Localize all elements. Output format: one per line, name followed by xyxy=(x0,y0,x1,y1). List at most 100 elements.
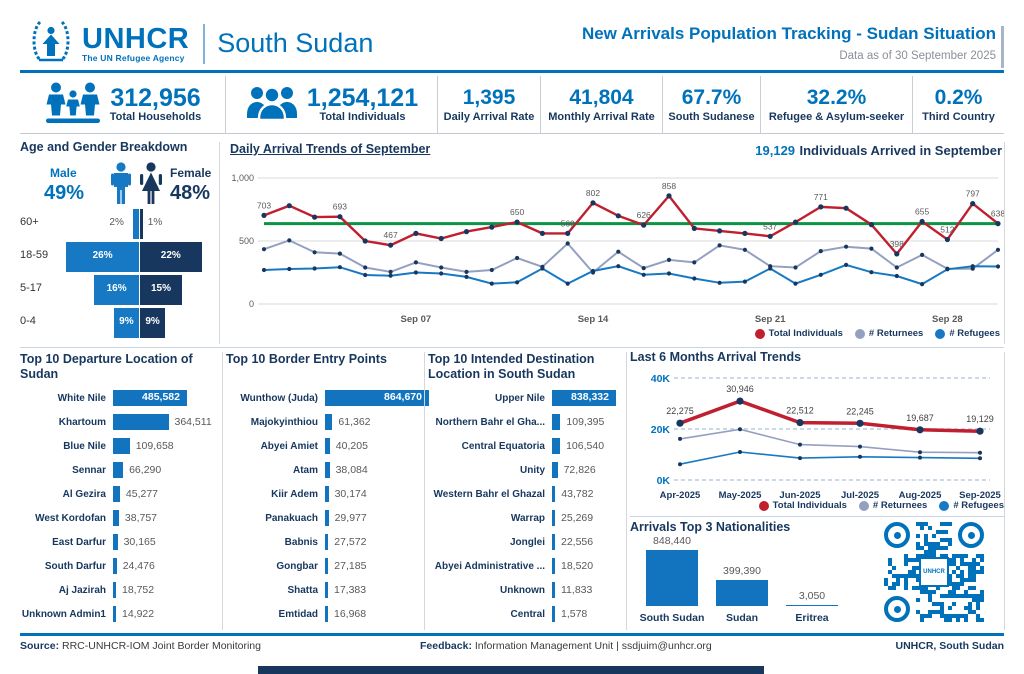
daily-trends-chart[interactable]: 1,000 500 0 Sep 07 Sep 14 Sep 21 Sep 28 703 693 4… xyxy=(224,164,1004,326)
male-bar[interactable]: 16% xyxy=(94,275,139,305)
data-point[interactable] xyxy=(312,266,317,271)
series-line[interactable] xyxy=(263,239,999,274)
data-point[interactable] xyxy=(869,246,874,251)
data-point[interactable] xyxy=(920,252,925,257)
data-point[interactable] xyxy=(312,214,318,220)
data-point[interactable] xyxy=(742,279,748,284)
data-point[interactable] xyxy=(464,269,469,274)
data-point[interactable] xyxy=(413,230,419,236)
data-point[interactable] xyxy=(894,273,899,279)
bar[interactable] xyxy=(552,438,561,454)
data-point[interactable] xyxy=(565,241,570,246)
data-point[interactable] xyxy=(388,242,394,248)
data-point[interactable] xyxy=(439,271,444,276)
bar[interactable]: 864,670 xyxy=(325,390,429,406)
data-point[interactable] xyxy=(894,251,900,257)
data-point[interactable] xyxy=(995,247,1001,252)
data-point[interactable] xyxy=(666,193,672,199)
data-point[interactable] xyxy=(918,450,922,455)
data-point[interactable] xyxy=(894,265,899,270)
data-point[interactable] xyxy=(539,230,545,236)
legend-item-total-individuals[interactable]: Total Individuals xyxy=(754,328,843,339)
series-line[interactable] xyxy=(263,263,999,286)
data-point[interactable] xyxy=(738,427,742,432)
series-line[interactable] xyxy=(679,451,981,465)
legend-item--refugees[interactable]: # Refugees xyxy=(939,500,1004,511)
data-point[interactable] xyxy=(717,243,722,248)
data-point[interactable] xyxy=(920,282,925,287)
data-point[interactable] xyxy=(738,450,742,454)
bar[interactable] xyxy=(325,462,330,478)
data-point[interactable] xyxy=(970,264,975,269)
data-point[interactable] xyxy=(565,281,570,286)
data-point[interactable] xyxy=(798,442,802,447)
bar[interactable]: 838,332 xyxy=(552,390,616,406)
legend-item-total-individuals[interactable]: Total Individuals xyxy=(758,500,847,511)
nationality-bar-south-sudan[interactable] xyxy=(646,550,698,606)
bar[interactable] xyxy=(552,534,555,550)
male-bar[interactable] xyxy=(133,209,139,239)
nationality-bar-sudan[interactable] xyxy=(716,579,768,606)
bar[interactable] xyxy=(552,582,555,598)
data-point[interactable] xyxy=(793,281,798,286)
bar[interactable] xyxy=(552,414,561,430)
data-point[interactable] xyxy=(742,230,748,236)
bar[interactable] xyxy=(552,462,558,478)
data-point[interactable] xyxy=(970,201,976,207)
data-point[interactable] xyxy=(337,251,342,256)
series-line[interactable] xyxy=(263,194,999,256)
data-point[interactable] xyxy=(312,250,317,255)
data-point[interactable] xyxy=(616,249,621,254)
data-point[interactable] xyxy=(590,268,596,274)
data-point[interactable] xyxy=(858,444,862,449)
data-point[interactable] xyxy=(742,247,748,252)
data-point[interactable] xyxy=(995,264,1001,269)
data-point[interactable] xyxy=(666,257,672,262)
nationality-bar-eritrea[interactable] xyxy=(786,604,838,606)
data-point[interactable] xyxy=(692,276,697,281)
data-point[interactable] xyxy=(678,462,682,467)
data-point[interactable] xyxy=(676,419,684,427)
data-point[interactable] xyxy=(818,272,823,277)
data-point[interactable] xyxy=(363,265,368,270)
data-point[interactable] xyxy=(678,436,682,441)
data-point[interactable] xyxy=(717,228,723,234)
data-point[interactable] xyxy=(919,218,925,225)
data-point[interactable] xyxy=(978,450,982,455)
bar[interactable] xyxy=(325,486,329,502)
bar[interactable] xyxy=(325,510,329,526)
legend-item--returnees[interactable]: # Returnees xyxy=(854,328,923,339)
data-point[interactable] xyxy=(792,219,799,225)
data-point[interactable] xyxy=(515,255,520,261)
legend-item--refugees[interactable]: # Refugees xyxy=(935,328,1000,339)
data-point[interactable] xyxy=(767,233,773,239)
male-bar[interactable]: 9% xyxy=(113,308,139,338)
data-point[interactable] xyxy=(337,265,342,270)
last-6-months-chart[interactable]: 40K 20K 0K Apr-2025 May-2025 Jun-2025 Jul-2025… xyxy=(630,364,1004,506)
data-point[interactable] xyxy=(844,244,849,249)
data-point[interactable] xyxy=(818,204,824,210)
data-point[interactable] xyxy=(843,205,849,211)
bar[interactable] xyxy=(325,606,328,622)
data-point[interactable] xyxy=(438,235,444,242)
data-point[interactable] xyxy=(388,273,393,278)
data-point[interactable] xyxy=(388,269,393,274)
data-point[interactable] xyxy=(362,238,368,244)
data-point[interactable] xyxy=(489,224,495,230)
data-point[interactable] xyxy=(515,280,520,285)
data-point[interactable] xyxy=(464,274,469,279)
data-point[interactable] xyxy=(565,230,571,236)
data-point[interactable] xyxy=(978,456,982,461)
data-point[interactable] xyxy=(856,419,864,427)
female-bar[interactable] xyxy=(140,209,143,239)
data-point[interactable] xyxy=(818,249,823,254)
data-point[interactable] xyxy=(439,265,444,270)
bar[interactable] xyxy=(325,582,328,598)
data-point[interactable] xyxy=(641,222,647,228)
data-point[interactable] xyxy=(287,238,292,243)
data-point[interactable] xyxy=(736,397,744,405)
legend-item--returnees[interactable]: # Returnees xyxy=(858,500,927,511)
bar[interactable] xyxy=(552,510,555,526)
data-point[interactable] xyxy=(869,270,874,275)
bar[interactable] xyxy=(113,582,116,598)
